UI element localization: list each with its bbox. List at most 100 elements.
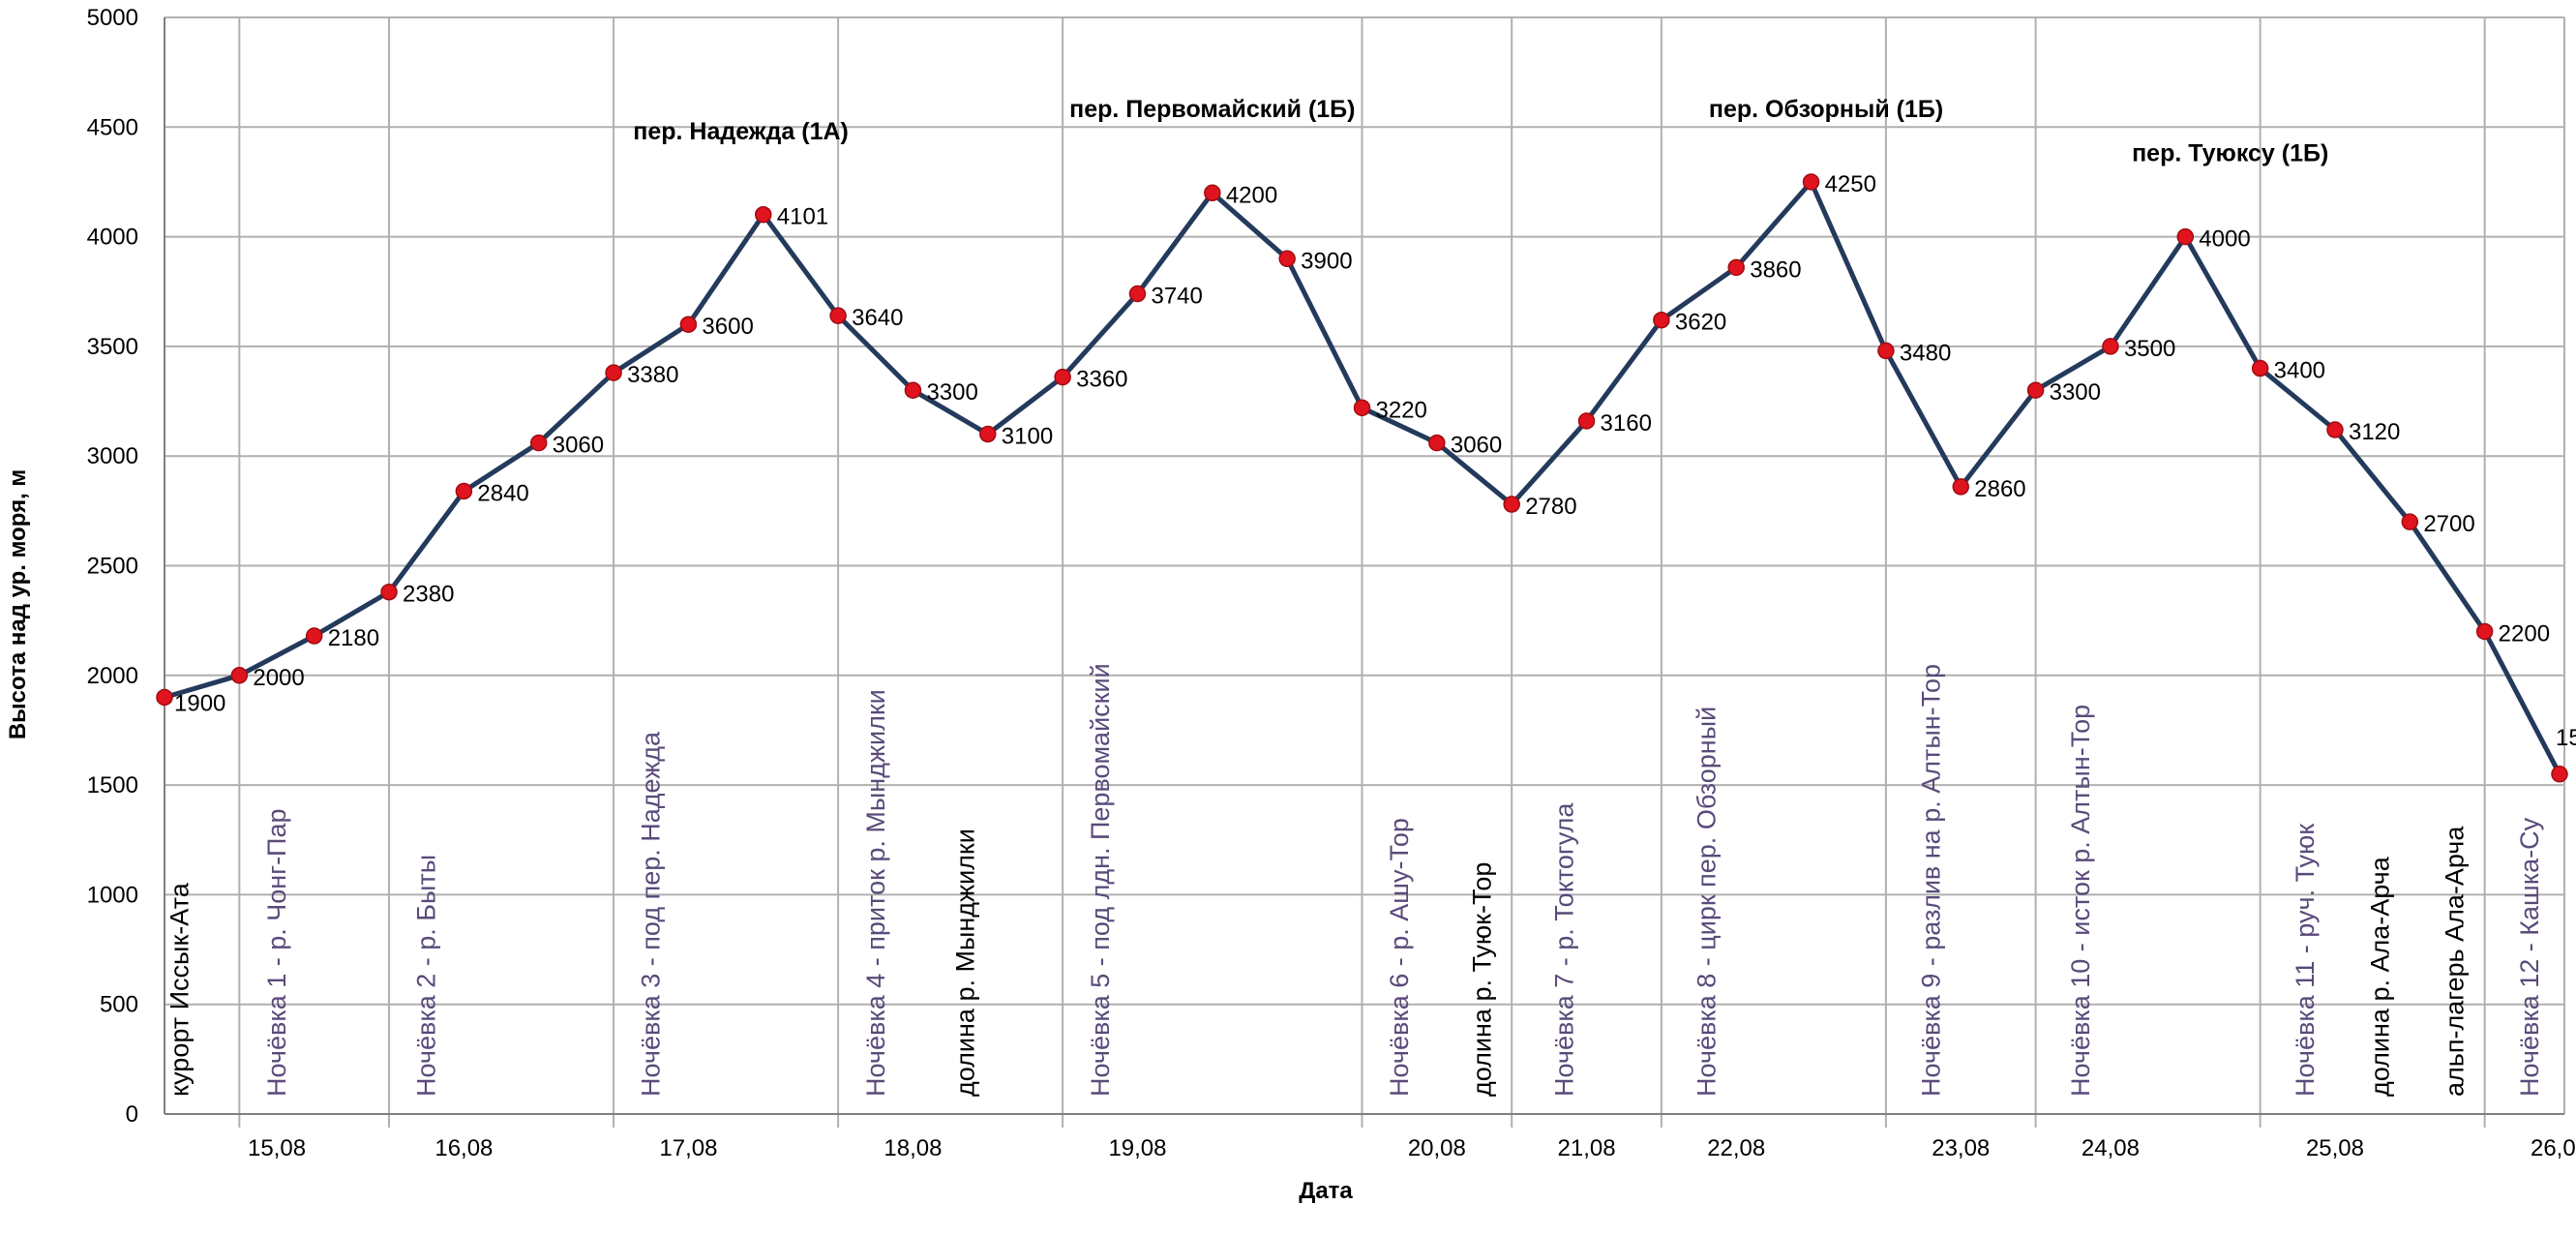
data-label: 3900 [1301, 248, 1352, 274]
data-point [1428, 434, 1446, 452]
x-tick-label: 17,08 [659, 1135, 717, 1161]
data-point [2326, 421, 2344, 438]
x-tick-label: 21,08 [1558, 1135, 1616, 1161]
pass-label: пер. Туюксу (1Б) [2132, 139, 2328, 166]
data-point [2475, 622, 2494, 641]
data-label: 4101 [777, 204, 828, 230]
data-label: 2180 [328, 625, 379, 651]
pass-label: пер. Обзорный (1Б) [1709, 96, 1943, 123]
axes: 0 500 1000 1500 2000 2500 3000 3500 4000 4500 5000… [87, 5, 2576, 1161]
data-point [1577, 412, 1596, 430]
data-point [1278, 250, 1296, 268]
data-point [1204, 184, 1221, 202]
x-tick-label: 19,08 [1108, 1135, 1166, 1161]
data-point [1054, 368, 1071, 386]
x-tick-label: 25,08 [2306, 1135, 2364, 1161]
data-labels: 1900 2000 2180 2380 2840 3060 3380 3600 4101 3640… [174, 171, 2576, 751]
data-label: 3600 [702, 314, 753, 340]
y-tick-label: 3500 [87, 334, 138, 360]
data-label: 2840 [477, 480, 528, 506]
data-label: 3060 [553, 433, 604, 459]
data-point [1877, 342, 1895, 360]
data-label: 3060 [1451, 433, 1502, 459]
data-label: 3300 [2050, 379, 2101, 406]
data-label: 3640 [852, 305, 903, 331]
data-label: 1900 [174, 690, 225, 716]
data-label: 3740 [1151, 284, 1202, 310]
campsite-annotation: Ночёвка 4 - приток р. Мынджилки [861, 689, 890, 1097]
x-axis-title: Дата [1299, 1178, 1353, 1204]
data-point [2251, 359, 2269, 377]
data-label: 3480 [1900, 340, 1951, 366]
data-label: 3620 [1675, 310, 1726, 336]
data-point [1727, 258, 1745, 277]
campsite-annotation: Ночёвка 8 - цирк пер. Обзорный [1692, 707, 1721, 1097]
data-label: 2000 [253, 665, 304, 691]
y-tick-label: 500 [100, 992, 138, 1018]
data-point [2401, 513, 2419, 530]
x-tick-label: 26,08 [2531, 1135, 2576, 1161]
y-tick-label: 1500 [87, 772, 138, 798]
campsite-annotation: Ночёвка 7 - р. Токтогула [1549, 802, 1578, 1097]
data-point [2102, 338, 2119, 355]
data-point [1952, 478, 1969, 496]
data-point [2026, 381, 2045, 399]
data-label: 4200 [1226, 182, 1277, 208]
data-point [380, 583, 398, 601]
data-point [679, 316, 698, 333]
campsite-annotation: Ночёвка 5 - под лдн. Первомайский [1086, 663, 1115, 1097]
data-point [1653, 311, 1670, 329]
y-tick-label: 1000 [87, 882, 138, 908]
x-tick-label: 16,08 [434, 1135, 493, 1161]
campsite-annotation: Ночёвка 12 - Кашка-Су [2515, 817, 2544, 1097]
data-label: 3300 [926, 379, 977, 406]
data-label: 3160 [1601, 410, 1652, 437]
data-label: 3120 [2349, 419, 2400, 445]
location-annotations: курорт Иссык-Ата Ночёвка 1 - р. Чонг-Пар Н… [165, 663, 2544, 1097]
data-point [1353, 399, 1371, 417]
x-tick-label: 24,08 [2082, 1135, 2140, 1161]
campsite-annotation: Ночёвка 3 - под пер. Надежда [637, 731, 666, 1097]
data-point [1802, 173, 1820, 191]
campsite-annotation: Ночёвка 10 - исток р. Алтын-Тор [2066, 705, 2095, 1097]
data-label: 3100 [1002, 424, 1053, 450]
x-tick-label: 15,08 [248, 1135, 306, 1161]
data-point [979, 425, 997, 443]
data-label: 3400 [2274, 358, 2325, 384]
campsite-annotation: Ночёвка 2 - р. Быты [412, 855, 441, 1097]
pass-annotations: пер. Надежда (1А) пер. Первомайский (1Б) п… [633, 96, 2328, 166]
y-tick-label: 4500 [87, 114, 138, 140]
data-point [156, 688, 173, 707]
data-point [230, 667, 249, 684]
campsite-annotation: Ночёвка 6 - р. Ашу-Тор [1385, 818, 1414, 1097]
data-label: 4250 [1825, 171, 1876, 197]
pass-label: пер. Надежда (1А) [633, 118, 849, 145]
x-tick-label: 22,08 [1707, 1135, 1765, 1161]
x-tick-label: 18,08 [884, 1135, 942, 1161]
data-points [156, 173, 2568, 783]
data-point [2551, 766, 2568, 783]
campsite-annotation: Ночёвка 11 - руч. Туюк [2291, 824, 2320, 1097]
data-label: 2780 [1525, 494, 1576, 520]
data-point [1128, 285, 1147, 303]
y-tick-label: 2000 [87, 663, 138, 689]
data-point [2176, 227, 2195, 246]
data-label: 3360 [1076, 367, 1127, 393]
data-label: 3860 [1750, 256, 1801, 283]
grid [164, 16, 2565, 1128]
data-point [305, 627, 323, 645]
data-point [755, 205, 772, 224]
data-point [904, 381, 922, 399]
location-annotation: долина р. Мынджилки [951, 828, 980, 1097]
data-label: 3500 [2124, 336, 2175, 362]
data-label: 2860 [1974, 476, 2025, 502]
data-label: 4000 [2199, 226, 2250, 253]
pass-label: пер. Первомайский (1Б) [1069, 96, 1355, 123]
location-annotation: долина р. Туюк-Тор [1467, 862, 1496, 1097]
data-label: 3380 [627, 362, 678, 388]
data-label: 2380 [403, 582, 454, 608]
data-point [829, 307, 847, 324]
y-axis-title: Высота над ур. моря, м [5, 469, 31, 739]
data-label: 2200 [2499, 620, 2550, 647]
